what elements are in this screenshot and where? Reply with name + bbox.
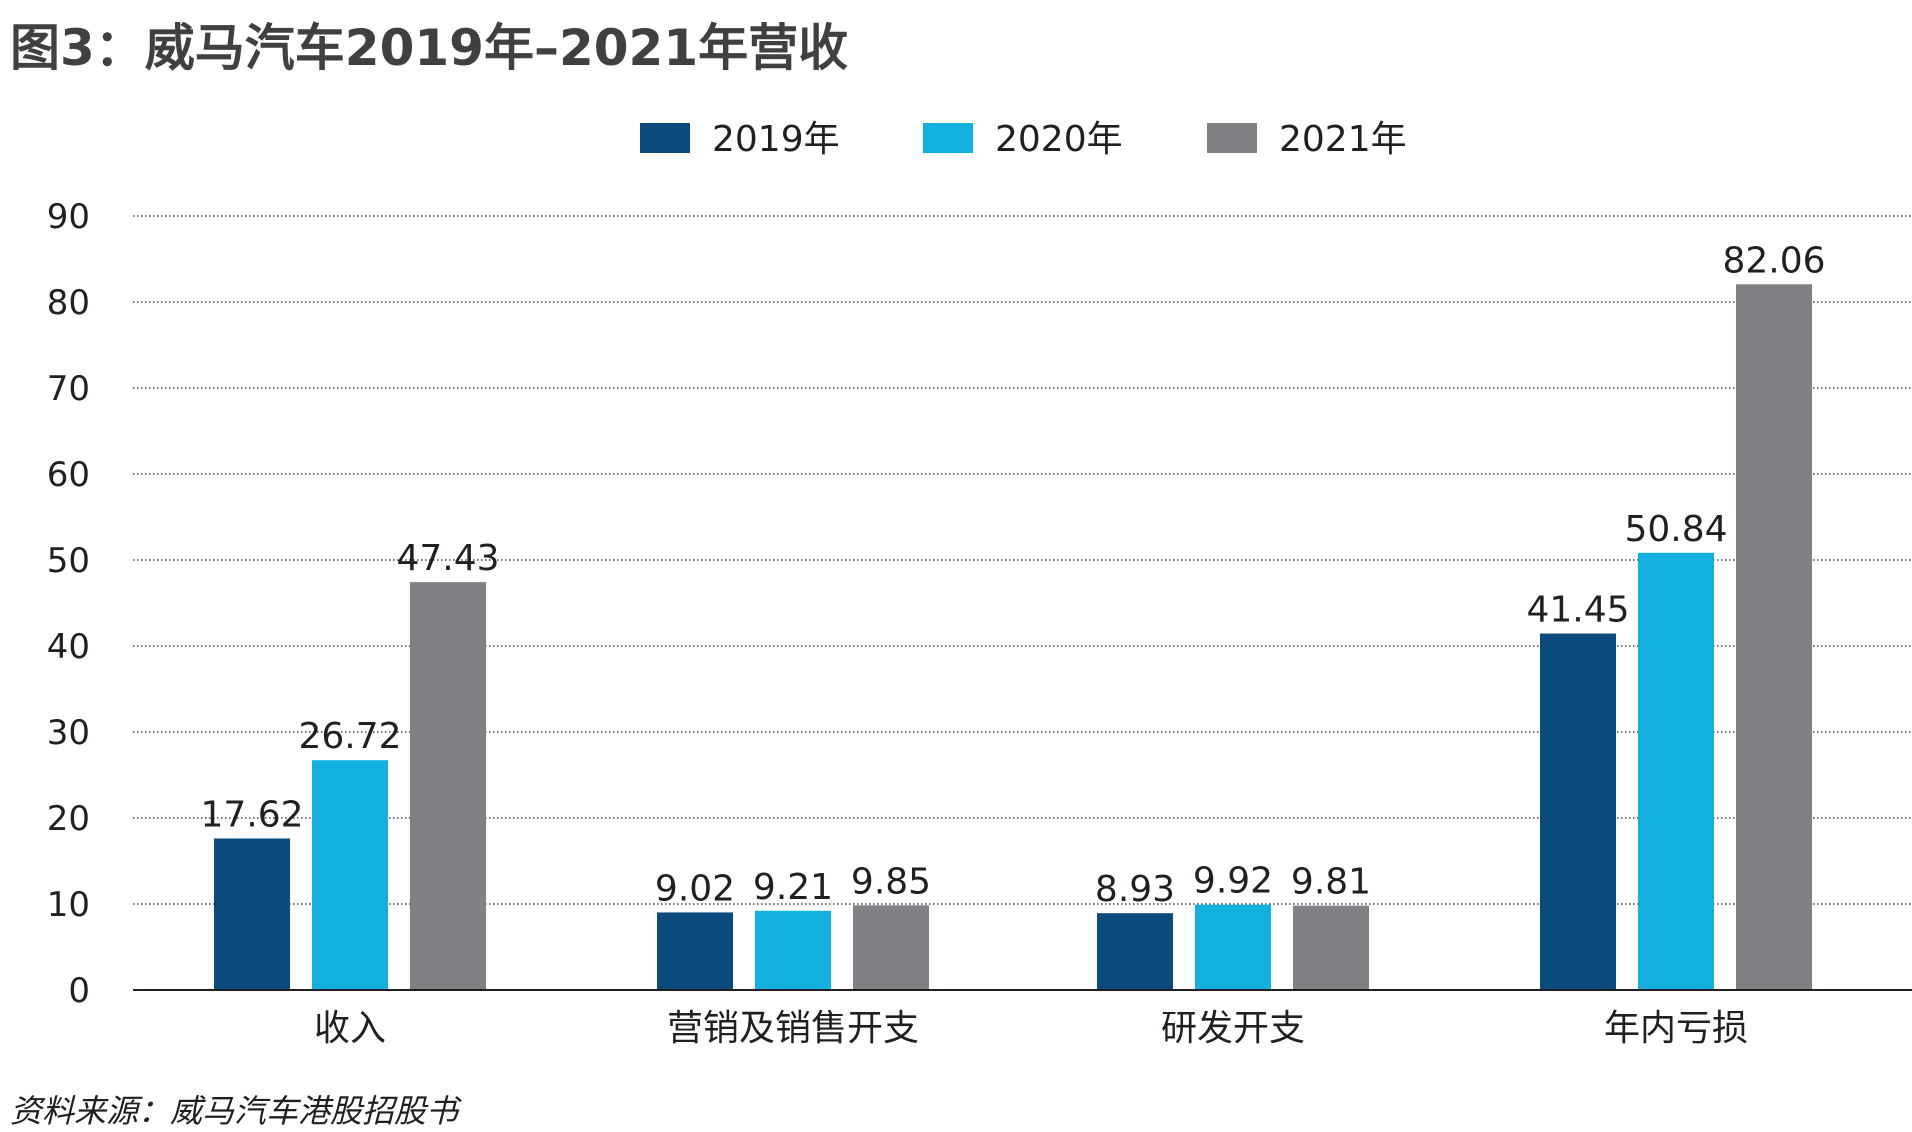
data-label: 26.72 xyxy=(298,716,401,757)
data-label: 9.92 xyxy=(1193,861,1273,902)
y-tick-label: 90 xyxy=(47,197,90,237)
y-tick-label: 10 xyxy=(47,885,90,925)
bar xyxy=(410,582,486,990)
y-tick-label: 0 xyxy=(68,971,90,1011)
legend-label: 2020年 xyxy=(995,119,1123,160)
bar xyxy=(1540,633,1616,990)
data-label: 47.43 xyxy=(396,538,499,579)
legend: 2019年 2020年 2021年 xyxy=(640,119,1407,160)
data-label: 9.21 xyxy=(753,867,833,908)
data-label: 17.62 xyxy=(200,794,303,835)
legend-label: 2021年 xyxy=(1279,119,1407,160)
bar xyxy=(312,760,388,990)
category-label: 营销及销售开支 xyxy=(667,1008,919,1049)
category-label: 收入 xyxy=(314,1008,386,1049)
data-labels: 17.62 26.72 47.43 9.02 9.21 9.85 8.93 9.92 9.81 4… xyxy=(200,240,1825,910)
bar xyxy=(1638,552,1714,990)
bar xyxy=(853,905,929,990)
bar xyxy=(657,912,733,990)
data-label: 9.81 xyxy=(1291,862,1371,903)
bar xyxy=(214,838,290,990)
y-axis-ticks: 0 10 20 30 40 50 60 70 80 90 xyxy=(47,197,90,1011)
legend-item: 2020年 xyxy=(923,119,1123,160)
legend-swatch xyxy=(1207,123,1257,153)
data-label: 9.02 xyxy=(655,868,735,909)
bars xyxy=(214,284,1812,990)
data-label: 9.85 xyxy=(851,861,931,902)
legend-item: 2021年 xyxy=(1207,119,1407,160)
bar xyxy=(1195,904,1271,990)
y-tick-label: 60 xyxy=(47,455,90,495)
y-tick-label: 50 xyxy=(47,541,90,581)
data-label: 50.84 xyxy=(1624,509,1727,550)
y-tick-label: 30 xyxy=(47,713,90,753)
bar xyxy=(755,910,831,990)
bar xyxy=(1097,913,1173,990)
y-tick-label: 80 xyxy=(47,283,90,323)
category-label: 研发开支 xyxy=(1161,1008,1305,1049)
x-axis: 收入 营销及销售开支 研发开支 年内亏损 xyxy=(133,989,1912,1049)
bar xyxy=(1736,284,1812,990)
y-tick-label: 20 xyxy=(47,799,90,839)
chart-title: 图3：威马汽车2019年–2021年营收 xyxy=(10,19,849,77)
legend-swatch xyxy=(640,123,690,153)
legend-label: 2019年 xyxy=(712,119,840,160)
data-label: 41.45 xyxy=(1526,590,1629,631)
y-tick-label: 70 xyxy=(47,369,90,409)
data-label: 8.93 xyxy=(1095,869,1175,910)
source-note: 资料来源：威马汽车港股招股书 xyxy=(10,1092,459,1130)
y-tick-label: 40 xyxy=(47,627,90,667)
data-label: 82.06 xyxy=(1722,240,1825,281)
category-label: 年内亏损 xyxy=(1604,1008,1748,1049)
legend-swatch xyxy=(923,123,973,153)
legend-item: 2019年 xyxy=(640,119,840,160)
bar xyxy=(1293,905,1369,990)
